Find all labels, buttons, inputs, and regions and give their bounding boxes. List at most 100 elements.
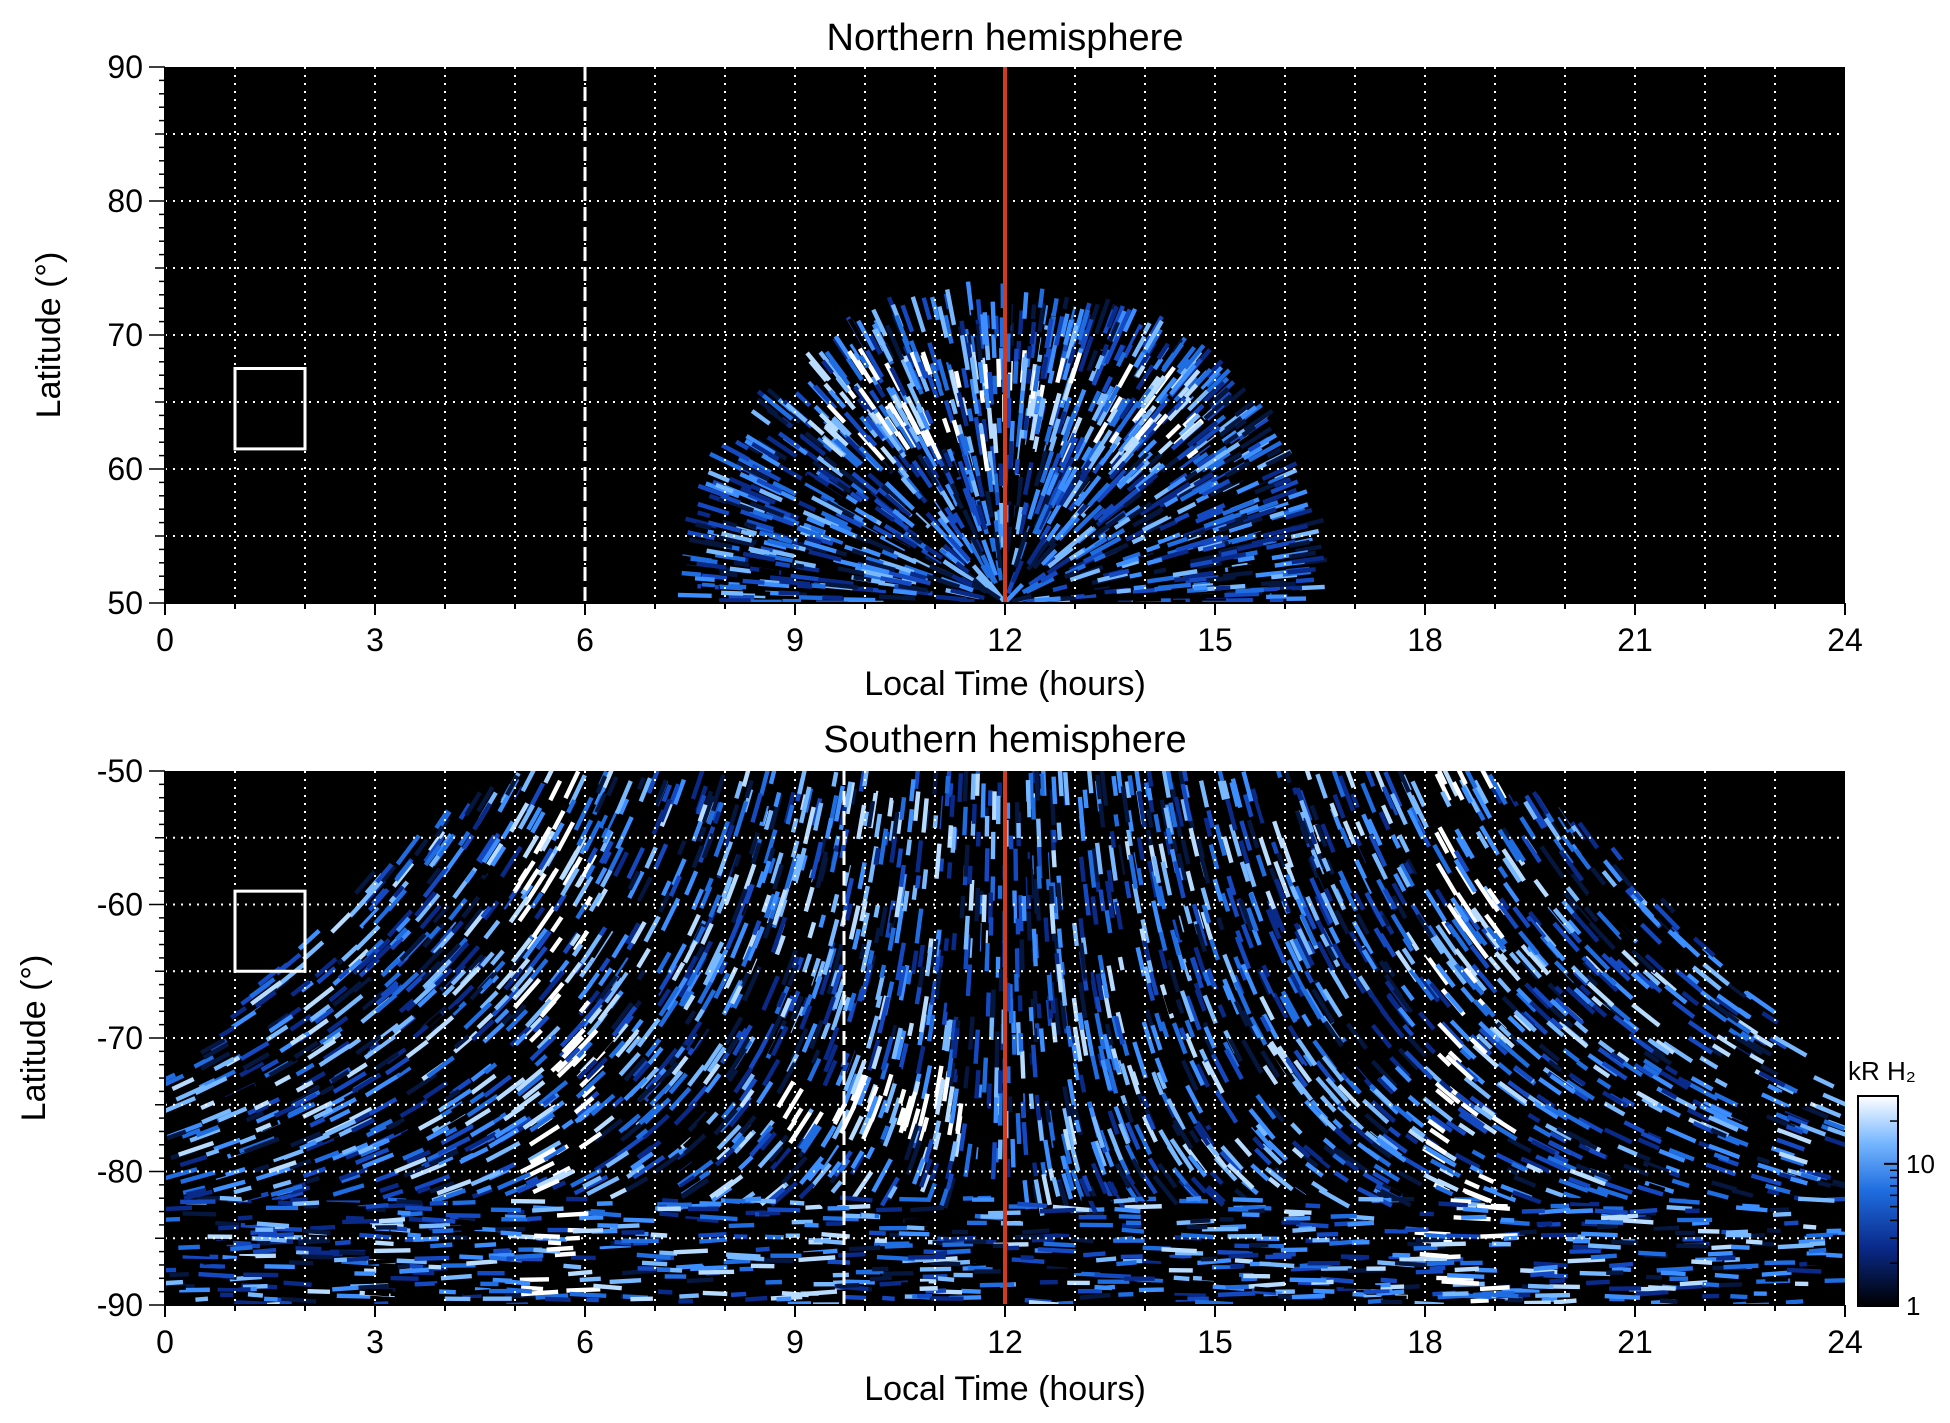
emission-streak (406, 1149, 431, 1164)
emission-streak (687, 1064, 706, 1087)
emission-streak (1537, 940, 1557, 961)
emission-streak (1062, 1086, 1072, 1117)
emission-streak (1233, 481, 1270, 501)
emission-streak (1144, 1132, 1155, 1148)
emission-streak (508, 896, 530, 924)
emission-streak (1143, 375, 1166, 404)
emission-streak (483, 919, 501, 940)
emission-streak (1185, 1084, 1204, 1114)
emission-streak (1112, 439, 1140, 471)
emission-streak (921, 869, 929, 890)
emission-streak (1165, 827, 1173, 845)
emission-streak (674, 1046, 686, 1059)
emission-streak (490, 1207, 521, 1213)
emission-streak (590, 1093, 616, 1117)
emission-streak (464, 1131, 497, 1153)
emission-streak (1288, 539, 1310, 549)
emission-streak (678, 1175, 696, 1189)
emission-streak (887, 927, 896, 952)
emission-streak (199, 1037, 226, 1055)
emission-streak (1407, 1094, 1421, 1107)
y-tick-label: 80 (107, 183, 143, 219)
emission-streak (1352, 891, 1366, 911)
emission-streak (1397, 834, 1410, 853)
emission-streak (880, 1125, 890, 1141)
emission-streak (1677, 1076, 1692, 1087)
emission-streak (1154, 1057, 1168, 1084)
emission-streak (1451, 781, 1465, 801)
emission-streak (1289, 1179, 1314, 1198)
south-emission (165, 771, 1845, 1305)
emission-streak (705, 1111, 719, 1125)
emission-streak (1402, 1023, 1415, 1037)
emission-streak (971, 803, 977, 824)
emission-streak (479, 990, 499, 1010)
emission-streak (694, 1008, 705, 1023)
emission-streak (1240, 963, 1258, 996)
emission-streak (717, 534, 755, 548)
emission-streak (221, 1268, 243, 1273)
emission-streak (528, 1028, 543, 1043)
emission-streak (992, 423, 999, 454)
emission-streak (499, 845, 523, 878)
emission-streak (1246, 907, 1259, 932)
emission-streak (638, 777, 653, 803)
emission-streak (1382, 960, 1396, 978)
emission-streak (252, 1247, 277, 1255)
emission-streak (1048, 885, 1055, 907)
emission-streak (987, 892, 994, 924)
emission-streak (437, 1155, 454, 1166)
emission-streak (332, 1183, 365, 1197)
emission-streak (1122, 491, 1143, 509)
emission-streak (799, 1004, 813, 1030)
emission-streak (410, 1161, 447, 1180)
emission-streak (925, 370, 939, 399)
emission-streak (842, 996, 852, 1012)
emission-streak (1292, 938, 1311, 970)
emission-streak (353, 976, 373, 994)
emission-streak (879, 1176, 900, 1207)
emission-streak (878, 771, 888, 798)
emission-streak (545, 870, 557, 886)
emission-streak (855, 489, 870, 502)
emission-streak (416, 1185, 431, 1194)
emission-streak (803, 886, 815, 913)
emission-streak (735, 1276, 761, 1283)
emission-streak (1078, 1214, 1107, 1220)
emission-streak (392, 885, 405, 899)
emission-streak (472, 1112, 501, 1132)
emission-streak (1672, 999, 1696, 1019)
emission-streak (1547, 1155, 1577, 1172)
emission-streak (450, 969, 467, 986)
emission-streak (702, 1063, 721, 1086)
emission-streak (1436, 771, 1448, 786)
emission-streak (1284, 1209, 1312, 1215)
emission-streak (1329, 771, 1346, 798)
emission-streak (448, 1105, 474, 1123)
emission-streak (1137, 473, 1159, 491)
emission-streak (1013, 531, 1029, 568)
emission-streak (1437, 826, 1459, 859)
emission-streak (1054, 315, 1065, 346)
emission-streak (856, 804, 867, 840)
emission-streak (782, 1087, 804, 1120)
emission-streak (1262, 908, 1277, 937)
emission-streak (851, 1170, 874, 1200)
emission-streak (1171, 1122, 1182, 1137)
emission-streak (1032, 541, 1058, 570)
emission-streak (1429, 1158, 1461, 1179)
emission-streak (1454, 828, 1475, 860)
emission-streak (1341, 771, 1356, 789)
emission-streak (1292, 787, 1301, 801)
emission-streak (802, 1251, 824, 1257)
emission-streak (913, 771, 921, 790)
emission-streak (801, 1125, 822, 1154)
emission-streak (1166, 534, 1194, 548)
emission-streak (1517, 930, 1540, 956)
emission-streak (1147, 966, 1159, 996)
emission-streak (705, 481, 740, 499)
x-tick-label: 18 (1407, 622, 1443, 658)
emission-streak (1233, 1188, 1247, 1200)
emission-streak (229, 1006, 247, 1020)
emission-streak (1043, 850, 1050, 880)
